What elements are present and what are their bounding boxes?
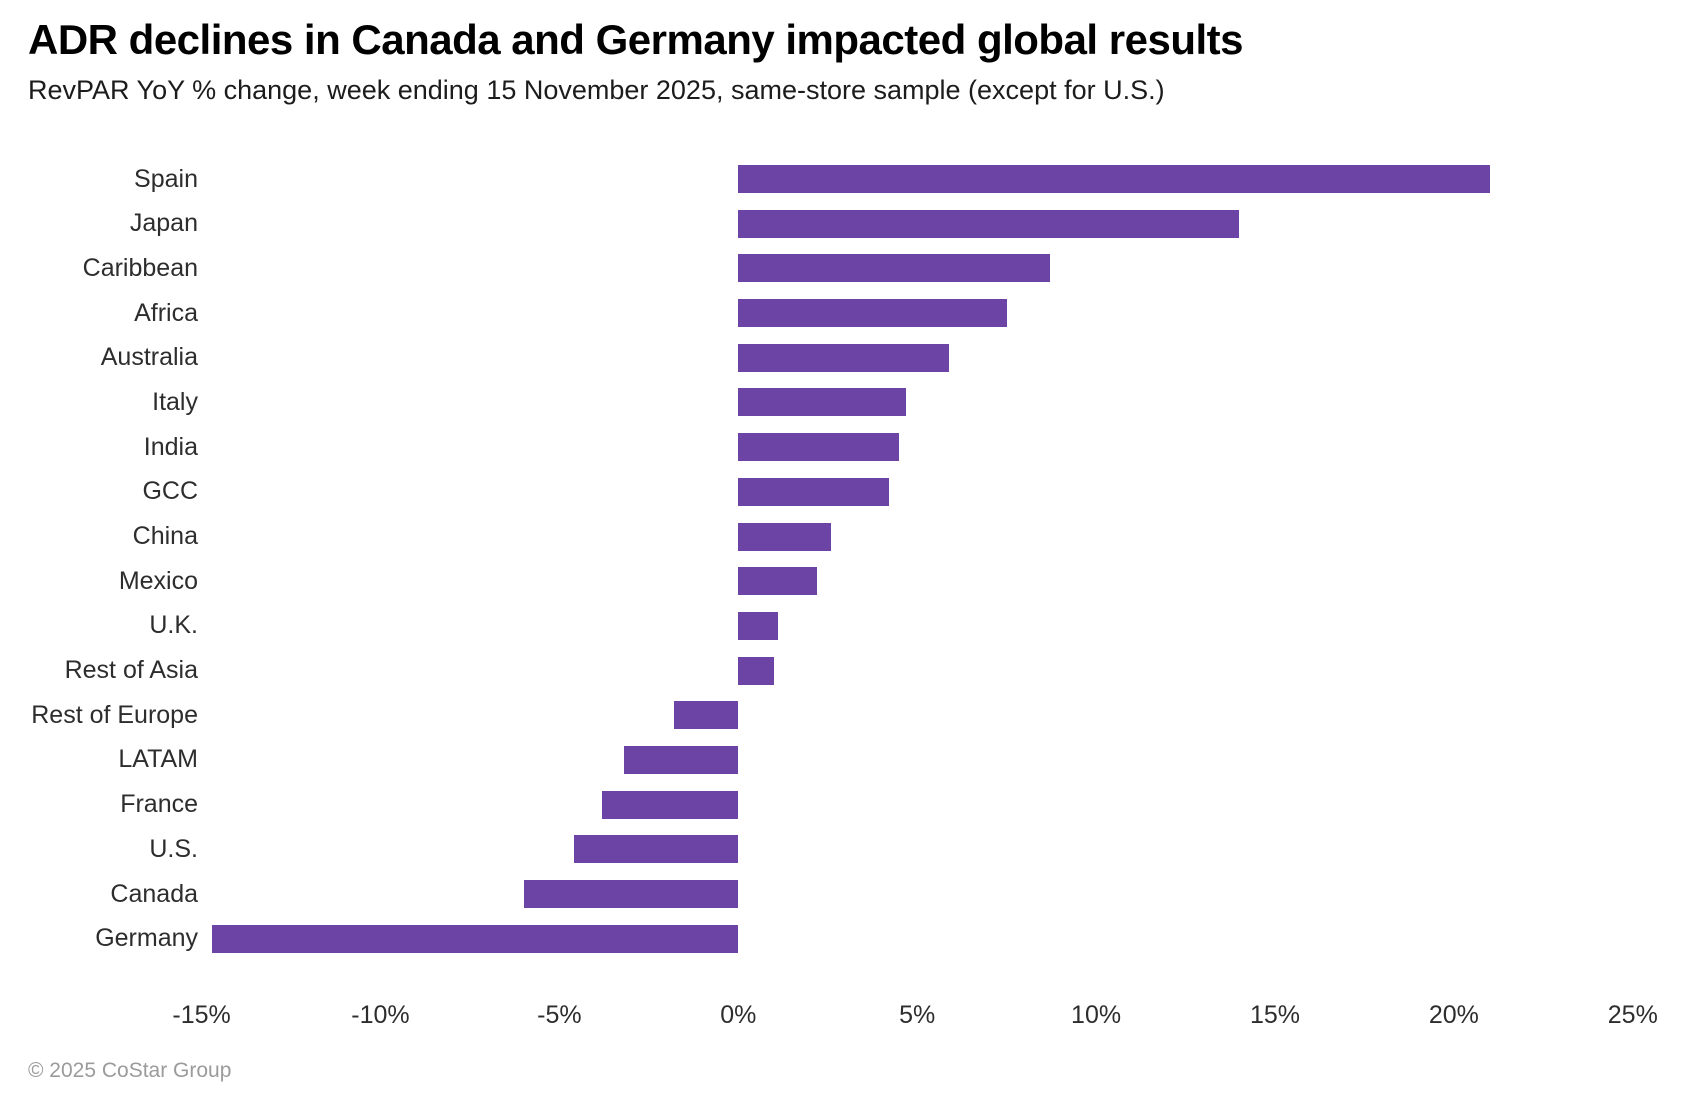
bar bbox=[738, 165, 1490, 194]
category-label: Rest of Asia bbox=[64, 656, 198, 685]
chart-rows: Spain Japan Caribbean Africa Australia Italy I… bbox=[28, 157, 1665, 961]
category-label: Africa bbox=[134, 298, 198, 327]
x-axis-tick-label: 25% bbox=[1607, 1001, 1658, 1030]
chart-row: Africa bbox=[28, 291, 1665, 336]
chart-title: ADR declines in Canada and Germany impac… bbox=[28, 16, 1244, 63]
category-label: Australia bbox=[100, 343, 198, 372]
bar-track bbox=[198, 299, 1665, 328]
bar-track bbox=[198, 656, 1665, 685]
chart-row: Japan bbox=[28, 201, 1665, 246]
bar-chart: Spain Japan Caribbean Africa Australia Italy I… bbox=[28, 157, 1665, 1035]
chart-row: Italy bbox=[28, 380, 1665, 425]
bar bbox=[738, 254, 1050, 283]
chart-row: U.K. bbox=[28, 604, 1665, 649]
category-label: LATAM bbox=[118, 745, 198, 774]
bar bbox=[738, 477, 889, 506]
bar bbox=[738, 343, 950, 372]
category-label: Canada bbox=[110, 879, 198, 908]
chart-row: Australia bbox=[28, 335, 1665, 380]
bar bbox=[738, 656, 775, 685]
chart-row: Caribbean bbox=[28, 246, 1665, 291]
category-label: Mexico bbox=[118, 566, 198, 595]
x-axis-tick-label: 15% bbox=[1249, 1001, 1301, 1030]
bar bbox=[673, 701, 739, 730]
category-label: France bbox=[120, 790, 198, 819]
category-label: Caribbean bbox=[82, 253, 198, 282]
x-axis-tick-label: -15% bbox=[172, 1001, 231, 1030]
category-label: GCC bbox=[142, 477, 198, 506]
bar bbox=[738, 433, 900, 462]
bar bbox=[738, 299, 1007, 328]
bar-track bbox=[198, 924, 1665, 953]
category-label: Germany bbox=[95, 924, 198, 953]
bar-track bbox=[198, 209, 1665, 238]
chart-row: GCC bbox=[28, 470, 1665, 515]
bar-track bbox=[198, 880, 1665, 909]
category-label: U.K. bbox=[149, 611, 198, 640]
bar-track bbox=[198, 790, 1665, 819]
bar-track bbox=[198, 567, 1665, 596]
bar bbox=[738, 611, 778, 640]
category-label: U.S. bbox=[149, 834, 198, 863]
x-axis-tick-label: 0% bbox=[720, 1001, 757, 1030]
bar bbox=[523, 880, 739, 909]
x-axis-tick-label: 20% bbox=[1428, 1001, 1479, 1030]
x-axis-tick-label: -10% bbox=[351, 1001, 410, 1030]
chart-subtitle: RevPAR YoY % change, week ending 15 Nove… bbox=[28, 75, 1165, 106]
bar bbox=[212, 924, 739, 953]
bar-track bbox=[198, 388, 1665, 417]
footer-copyright: © 2025 CoStar Group bbox=[28, 1059, 232, 1083]
bar bbox=[738, 522, 832, 551]
category-label: Spain bbox=[134, 164, 198, 193]
bar-track bbox=[198, 522, 1665, 551]
category-label: China bbox=[132, 522, 198, 551]
bar bbox=[573, 835, 739, 864]
x-axis-tick-label: -5% bbox=[537, 1001, 582, 1030]
chart-row: LATAM bbox=[28, 738, 1665, 783]
chart-row: India bbox=[28, 425, 1665, 470]
category-label: Rest of Europe bbox=[31, 700, 198, 729]
chart-row: Germany bbox=[28, 916, 1665, 961]
bar bbox=[602, 790, 739, 819]
chart-row: Rest of Europe bbox=[28, 693, 1665, 738]
bar-track bbox=[198, 701, 1665, 730]
chart-row: France bbox=[28, 782, 1665, 827]
bar-track bbox=[198, 611, 1665, 640]
bar bbox=[738, 209, 1240, 238]
chart-row: Canada bbox=[28, 872, 1665, 917]
chart-row: China bbox=[28, 514, 1665, 559]
chart-row: U.S. bbox=[28, 827, 1665, 872]
chart-row: Rest of Asia bbox=[28, 648, 1665, 693]
bar bbox=[738, 567, 817, 596]
bar-track bbox=[198, 165, 1665, 194]
chart-row: Spain bbox=[28, 157, 1665, 202]
chart-row: Mexico bbox=[28, 559, 1665, 604]
bar bbox=[738, 388, 907, 417]
bar-track bbox=[198, 254, 1665, 283]
x-axis: -15% -10% -5% 0% 5% 10% 15% 20% 25% bbox=[172, 1001, 1665, 1035]
x-axis-tick-label: 10% bbox=[1071, 1001, 1122, 1030]
x-axis-tick-label: 5% bbox=[899, 1001, 936, 1030]
category-label: India bbox=[143, 432, 198, 461]
bar bbox=[623, 745, 739, 774]
bar-track bbox=[198, 433, 1665, 462]
bar-track bbox=[198, 835, 1665, 864]
category-label: Japan bbox=[129, 209, 198, 238]
category-label: Italy bbox=[152, 387, 198, 416]
bar-track bbox=[198, 745, 1665, 774]
bar-track bbox=[198, 343, 1665, 372]
bar-track bbox=[198, 477, 1665, 506]
